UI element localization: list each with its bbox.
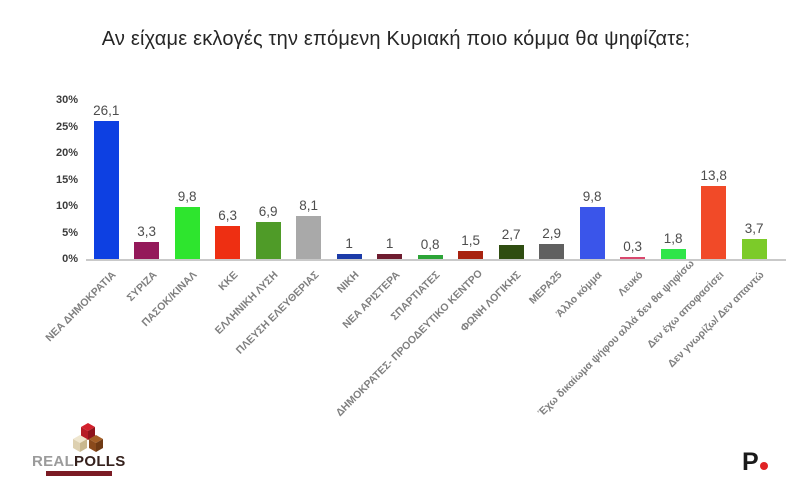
category-label: Άλλο κόμμα: [553, 269, 605, 320]
category-label: ΕΛΛΗΝΙΚΗ ΛΥΣΗ: [212, 269, 281, 337]
bar-value-label: 8,1: [299, 198, 319, 214]
publisher-red-dot-icon: [759, 462, 768, 470]
bar-value-label: 0,3: [623, 239, 643, 255]
category-label: ΣΠΑΡΤΙΑΤΕΣ: [388, 269, 443, 323]
chart-bar: [296, 216, 322, 259]
chart-bar: [255, 222, 281, 259]
category-label: ΔΗΜΟΚΡΑΤΕΣ- ΠΡΟΟΔΕΥΤΙΚΟ ΚΕΝΤΡΟ: [333, 267, 485, 419]
chart-bar: [336, 253, 362, 259]
category-label: ΣΥΡΙΖΑ: [124, 269, 160, 304]
y-axis-tick-label: 10%: [55, 200, 78, 212]
chart-bar: [579, 207, 605, 259]
bar-value-label: 13,8: [700, 167, 727, 183]
y-axis-tick-label: 30%: [55, 94, 78, 106]
realpolls-word-real: REAL: [32, 453, 75, 470]
category-label: Λευκό: [615, 269, 646, 299]
y-axis-tick-label: 0%: [62, 253, 78, 265]
category-label: ΠΑΣΟΚ/ΚΙΝΑΛ: [139, 269, 200, 329]
publisher-logo: P: [742, 450, 768, 475]
bar-value-label: 6,9: [258, 204, 278, 220]
category-label: Έχω δικαίωμα ψήφου αλλά δεν θα ψηφίσω: [535, 257, 697, 419]
category-label: ΝΙΚΗ: [335, 269, 362, 296]
bar-value-label: 1: [345, 235, 353, 251]
chart-bar: [701, 185, 727, 259]
chart-bar: [93, 120, 119, 259]
chart-bar: [498, 244, 524, 259]
bar-value-label: 2,9: [542, 225, 562, 241]
chart-bar: [134, 241, 160, 259]
category-label: ΠΛΕΥΣΗ ΕΛΕΥΘΕΡΙΑΣ: [233, 269, 322, 357]
y-axis: 0% 5% 10% 15% 20% 25% 30%: [36, 94, 78, 265]
category-label: ΦΩΝΗ ΛΟΓΙΚΗΣ: [458, 269, 524, 335]
chart-bar: [458, 251, 484, 259]
chart-bar: [377, 253, 403, 259]
chart-bar: [660, 249, 686, 259]
bar-value-label: 1,5: [461, 233, 481, 249]
publisher-letter: P: [742, 448, 759, 476]
chart-bar: [215, 225, 241, 259]
realpolls-tagline-strip: [46, 471, 112, 476]
category-label: ΝΕΑ ΑΡΙΣΤΕΡΑ: [340, 269, 403, 332]
chart-bar: [620, 257, 646, 259]
chart-bar: [539, 243, 565, 259]
bar-value-label: 6,3: [218, 207, 238, 223]
realpolls-cubes-icon: [73, 423, 103, 452]
category-label: ΜΕΡΑ25: [526, 269, 565, 307]
chart-bar: [417, 254, 443, 259]
bar-value-label: 3,3: [137, 223, 157, 239]
bar-value-label: 2,7: [501, 226, 521, 242]
bar-value-label: 9,8: [582, 189, 602, 205]
category-label: Δεν γνωρίζω/ Δεν απαντώ: [665, 269, 767, 371]
bar-value-label: 1: [385, 235, 394, 251]
bar-value-label: 9,8: [177, 189, 197, 205]
bar-value-label: 26,1: [93, 102, 120, 118]
realpolls-word-polls: POLLS: [74, 453, 126, 470]
y-axis-tick-label: 25%: [55, 120, 78, 133]
y-axis-tick-label: 5%: [62, 226, 78, 239]
bar-value-label: 0,8: [420, 236, 440, 252]
plot-area: 26,1 ΝΕΑ ΔΗΜΟΚΡΑΤΙΑ 3,3 ΣΥΡΙΖΑ 9,8 ΠΑΣΟΚ/ΚΙΝΑ…: [44, 100, 786, 419]
category-label: ΝΕΑ ΔΗΜΟΚΡΑΤΙΑ: [43, 269, 119, 345]
category-label: ΚΚΕ: [216, 269, 241, 294]
chart-bar: [741, 239, 767, 259]
y-axis-tick-label: 20%: [55, 147, 78, 159]
bar-value-label: 1,8: [663, 231, 683, 247]
chart-bar: [174, 207, 200, 259]
realpolls-logo: REALPOLLS: [32, 423, 125, 476]
chart-title: Αν είχαμε εκλογές την επόμενη Κυριακή πο…: [101, 28, 691, 50]
y-axis-tick-label: 15%: [55, 173, 78, 186]
realpolls-wordmark: REALPOLLS: [32, 453, 125, 470]
category-label: Δεν έχω αποφασίσει: [644, 269, 727, 351]
bar-value-label: 3,7: [744, 221, 764, 237]
